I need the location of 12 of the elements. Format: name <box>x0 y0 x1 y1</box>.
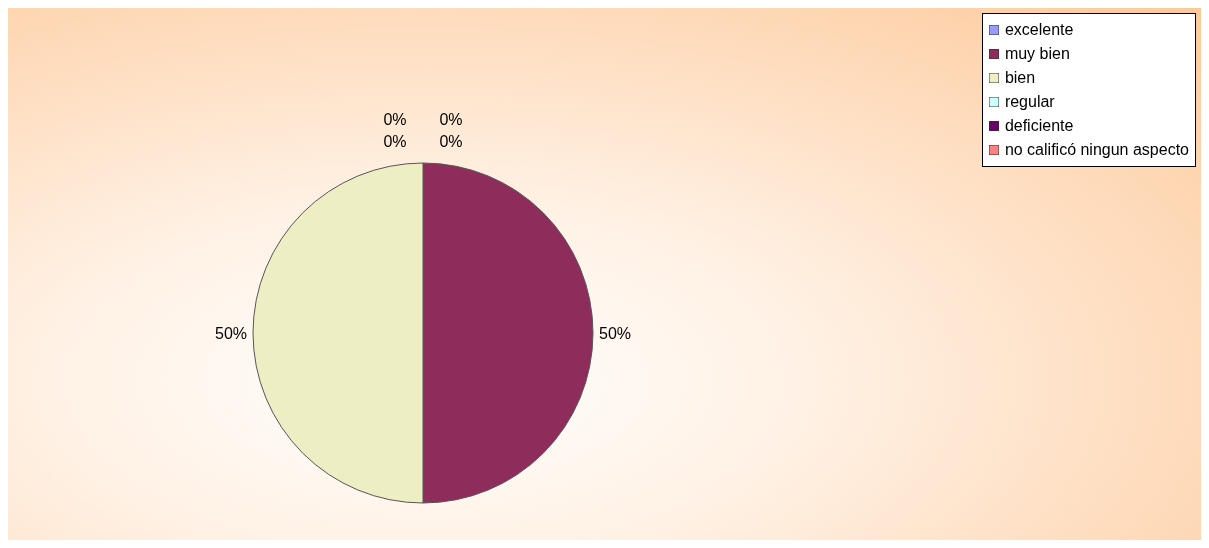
legend-label: regular <box>1004 92 1055 112</box>
text: 0% <box>383 132 407 150</box>
legend-label: bien <box>1004 68 1036 88</box>
text: 0% <box>439 132 463 150</box>
legend-label: muy bien <box>1004 44 1070 64</box>
text: 0% <box>383 110 407 128</box>
legend-label: deficiente <box>1004 116 1074 136</box>
legend-label: no calificó ningun aspecto <box>1004 140 1189 160</box>
text: 0% <box>439 110 463 128</box>
data-label: 50% <box>598 324 632 342</box>
legend-label: excelente <box>1004 20 1074 40</box>
data-label: 50% <box>214 324 248 342</box>
